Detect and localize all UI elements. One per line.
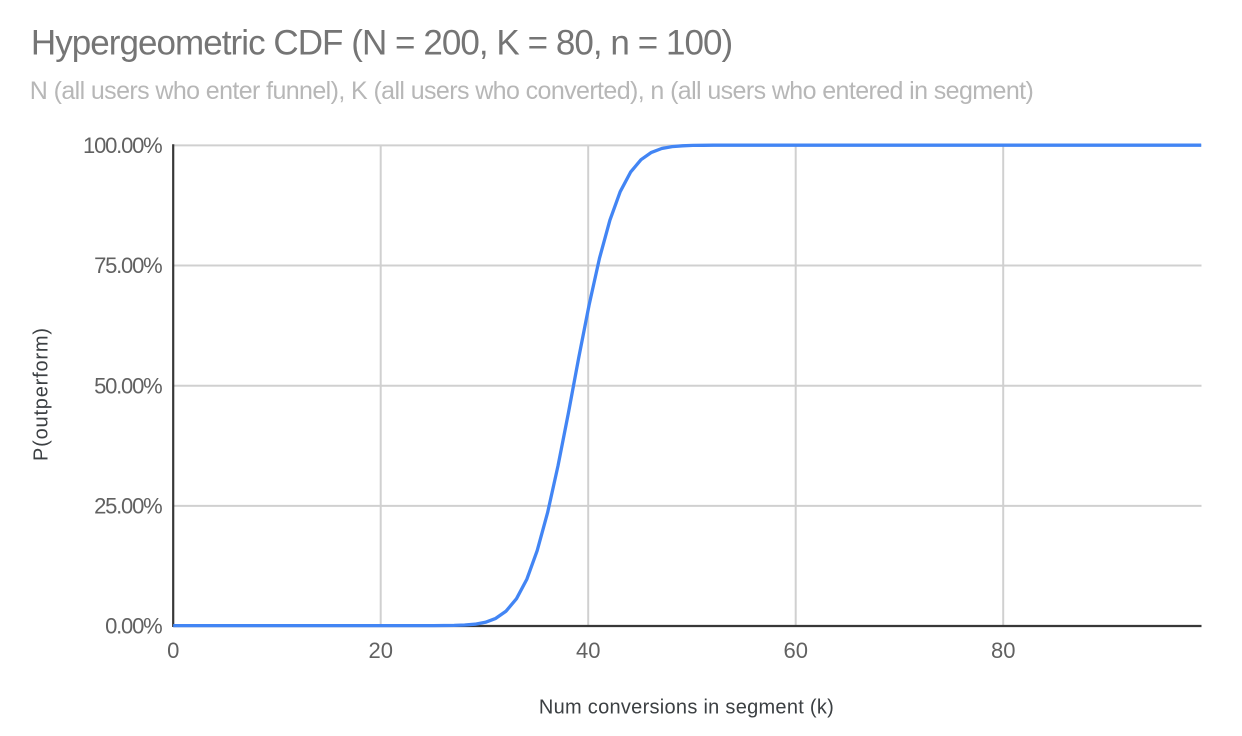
svg-text:Num conversions in segment (k): Num conversions in segment (k)	[539, 697, 834, 719]
svg-text:50.00%: 50.00%	[94, 373, 162, 398]
svg-text:40: 40	[576, 638, 600, 663]
svg-text:0: 0	[167, 638, 179, 663]
svg-text:25.00%: 25.00%	[94, 494, 162, 519]
svg-text:N (all users who enter funnel): N (all users who enter funnel), K (all u…	[30, 77, 1033, 105]
svg-text:80: 80	[991, 638, 1015, 663]
svg-text:0.00%: 0.00%	[105, 614, 162, 639]
svg-text:20: 20	[368, 638, 392, 663]
svg-text:P(outperform): P(outperform)	[31, 327, 53, 461]
svg-text:100.00%: 100.00%	[83, 133, 162, 158]
svg-text:Hypergeometric CDF (N = 200, K: Hypergeometric CDF (N = 200, K = 80, n =…	[31, 24, 732, 63]
svg-text:60: 60	[783, 638, 807, 663]
svg-text:75.00%: 75.00%	[94, 253, 162, 278]
